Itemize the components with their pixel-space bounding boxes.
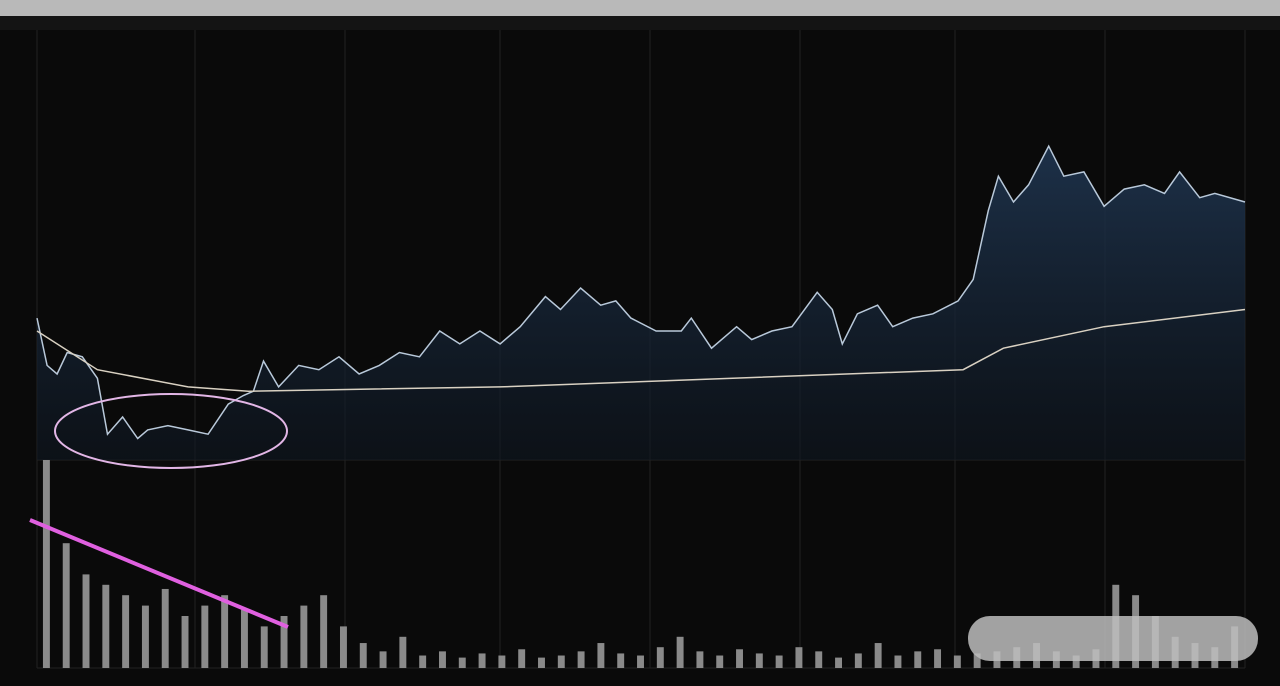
volume-bar bbox=[419, 655, 427, 668]
volume-bar bbox=[577, 651, 585, 668]
volume-bar bbox=[835, 657, 843, 668]
volume-bar bbox=[696, 651, 704, 668]
volume-bar bbox=[795, 647, 803, 668]
volume-bar bbox=[854, 653, 862, 668]
volume-bar bbox=[973, 653, 981, 668]
volume-bar bbox=[478, 653, 486, 668]
volume-bar bbox=[42, 460, 50, 668]
volume-bar bbox=[815, 651, 823, 668]
volume-bar bbox=[894, 655, 902, 668]
volume-bar bbox=[637, 655, 644, 668]
volume-bar bbox=[518, 649, 526, 668]
volume-bar bbox=[676, 636, 684, 668]
volume-bar bbox=[82, 574, 90, 668]
volume-bar bbox=[716, 655, 724, 668]
volume-bar bbox=[458, 657, 466, 668]
volume-bar bbox=[656, 647, 664, 668]
volume-bar bbox=[874, 643, 882, 668]
highlight-circle bbox=[54, 393, 288, 469]
volume-bar bbox=[221, 595, 229, 668]
blurred-overlay bbox=[968, 616, 1258, 661]
volume-bar bbox=[498, 655, 506, 668]
volume-bar bbox=[300, 605, 308, 668]
price-line bbox=[36, 144, 1246, 440]
info-bar bbox=[0, 16, 1280, 30]
volume-bar bbox=[953, 655, 961, 668]
volume-bar bbox=[161, 588, 169, 668]
volume-bar bbox=[240, 609, 248, 668]
trend-arrow bbox=[29, 518, 289, 629]
price-area bbox=[37, 146, 1245, 460]
volume-bar bbox=[62, 543, 70, 668]
volume-bar bbox=[260, 626, 268, 668]
volume-bar bbox=[201, 605, 209, 668]
volume-bar bbox=[141, 605, 149, 668]
volume-bar bbox=[597, 643, 605, 668]
volume-bar bbox=[914, 651, 922, 668]
volume-bar bbox=[399, 636, 407, 668]
volume-bar bbox=[775, 655, 783, 668]
volume-bar bbox=[617, 653, 625, 668]
volume-bar bbox=[1072, 655, 1080, 668]
volume-bar bbox=[122, 595, 130, 668]
volume-bar bbox=[557, 655, 565, 668]
plot-area bbox=[36, 144, 1246, 668]
volume-bar bbox=[359, 643, 367, 668]
volume-bar bbox=[102, 584, 110, 668]
title-bar bbox=[0, 0, 1280, 16]
volume-bar bbox=[439, 651, 446, 668]
volume-bar bbox=[736, 649, 743, 668]
volume-bar bbox=[538, 657, 545, 668]
volume-bar bbox=[280, 616, 288, 668]
volume-bar bbox=[339, 626, 347, 668]
volume-bar bbox=[379, 651, 387, 668]
volume-bar bbox=[320, 595, 328, 668]
volume-bar bbox=[181, 616, 189, 668]
average-line bbox=[36, 308, 1246, 392]
volume-bar bbox=[755, 653, 763, 668]
volume-bar bbox=[934, 649, 942, 668]
